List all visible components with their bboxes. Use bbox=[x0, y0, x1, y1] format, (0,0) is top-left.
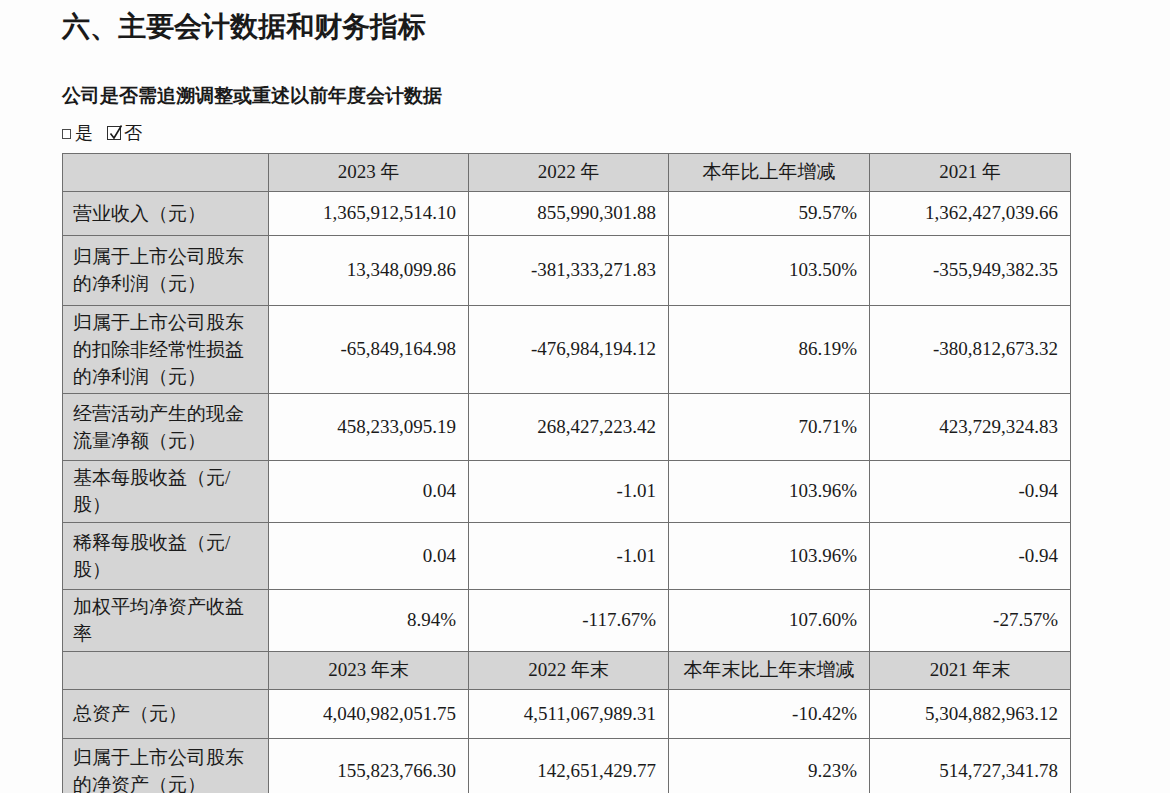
value-cell: 59.57% bbox=[669, 191, 870, 235]
value-cell: 4,511,067,989.31 bbox=[469, 689, 669, 738]
value-cell: 107.60% bbox=[669, 589, 870, 651]
value-cell: 268,427,223.42 bbox=[469, 393, 669, 460]
row-label: 归属于上市公司股东的扣除非经常性损益的净利润（元） bbox=[63, 305, 269, 393]
key-financials-table: 2023 年 2022 年 本年比上年增减 2021 年 营业收入（元） 1,3… bbox=[62, 153, 1071, 793]
corner-cell bbox=[63, 651, 269, 689]
value-cell: 8.94% bbox=[269, 589, 469, 651]
value-cell: -117.67% bbox=[469, 589, 669, 651]
corner-cell bbox=[63, 153, 269, 191]
value-cell: 1,362,427,039.66 bbox=[870, 191, 1071, 235]
col-header-2021-eoy: 2021 年末 bbox=[870, 651, 1071, 689]
row-label: 总资产（元） bbox=[63, 689, 269, 738]
table-row-total-assets: 总资产（元） 4,040,982,051.75 4,511,067,989.31… bbox=[63, 689, 1071, 738]
value-cell: 103.96% bbox=[669, 460, 870, 522]
col-header-eoy-change: 本年末比上年末增减 bbox=[669, 651, 870, 689]
table-row-revenue: 营业收入（元） 1,365,912,514.10 855,990,301.88 … bbox=[63, 191, 1071, 235]
value-cell: 70.71% bbox=[669, 393, 870, 460]
col-header-2023: 2023 年 bbox=[269, 153, 469, 191]
value-cell: -381,333,271.83 bbox=[469, 235, 669, 305]
table-row-operating-cash-flow: 经营活动产生的现金流量净额（元） 458,233,095.19 268,427,… bbox=[63, 393, 1071, 460]
option-yes: 是 bbox=[62, 123, 93, 143]
table-row-weighted-avg-roe: 加权平均净资产收益率 8.94% -117.67% 107.60% -27.57… bbox=[63, 589, 1071, 651]
table-row-diluted-eps: 稀释每股收益（元/股） 0.04 -1.01 103.96% -0.94 bbox=[63, 522, 1071, 589]
value-cell: -355,949,382.35 bbox=[870, 235, 1071, 305]
table-row-basic-eps: 基本每股收益（元/股） 0.04 -1.01 103.96% -0.94 bbox=[63, 460, 1071, 522]
col-header-2022: 2022 年 bbox=[469, 153, 669, 191]
option-yes-label: 是 bbox=[75, 123, 93, 143]
value-cell: 86.19% bbox=[669, 305, 870, 393]
value-cell: 423,729,324.83 bbox=[870, 393, 1071, 460]
row-label: 营业收入（元） bbox=[63, 191, 269, 235]
value-cell: -10.42% bbox=[669, 689, 870, 738]
value-cell: -476,984,194.12 bbox=[469, 305, 669, 393]
col-header-yoy-change: 本年比上年增减 bbox=[669, 153, 870, 191]
table-row-net-assets: 归属于上市公司股东的净资产（元） 155,823,766.30 142,651,… bbox=[63, 738, 1071, 793]
value-cell: 458,233,095.19 bbox=[269, 393, 469, 460]
value-cell: 155,823,766.30 bbox=[269, 738, 469, 793]
option-no: 否 bbox=[107, 123, 142, 143]
value-cell: 1,365,912,514.10 bbox=[269, 191, 469, 235]
value-cell: 855,990,301.88 bbox=[469, 191, 669, 235]
value-cell: 9.23% bbox=[669, 738, 870, 793]
table-row-net-profit: 归属于上市公司股东的净利润（元） 13,348,099.86 -381,333,… bbox=[63, 235, 1071, 305]
value-cell: 103.96% bbox=[669, 522, 870, 589]
row-label: 稀释每股收益（元/股） bbox=[63, 522, 269, 589]
col-header-2021: 2021 年 bbox=[870, 153, 1071, 191]
value-cell: 142,651,429.77 bbox=[469, 738, 669, 793]
value-cell: 103.50% bbox=[669, 235, 870, 305]
option-no-label: 否 bbox=[124, 123, 142, 143]
col-header-2023-eoy: 2023 年末 bbox=[269, 651, 469, 689]
row-label: 归属于上市公司股东的净资产（元） bbox=[63, 738, 269, 793]
value-cell: -0.94 bbox=[870, 522, 1071, 589]
value-cell: 5,304,882,963.12 bbox=[870, 689, 1071, 738]
value-cell: -65,849,164.98 bbox=[269, 305, 469, 393]
value-cell: -27.57% bbox=[870, 589, 1071, 651]
row-label: 基本每股收益（元/股） bbox=[63, 460, 269, 522]
row-label: 加权平均净资产收益率 bbox=[63, 589, 269, 651]
row-label: 归属于上市公司股东的净利润（元） bbox=[63, 235, 269, 305]
col-header-2022-eoy: 2022 年末 bbox=[469, 651, 669, 689]
restatement-question: 公司是否需追溯调整或重述以前年度会计数据 bbox=[62, 84, 1170, 107]
annual-header-row: 2023 年 2022 年 本年比上年增减 2021 年 bbox=[63, 153, 1071, 191]
report-page: 六、主要会计数据和财务指标 公司是否需追溯调整或重述以前年度会计数据 是 否 2… bbox=[0, 0, 1170, 793]
value-cell: 4,040,982,051.75 bbox=[269, 689, 469, 738]
eoy-header-row: 2023 年末 2022 年末 本年末比上年末增减 2021 年末 bbox=[63, 651, 1071, 689]
restatement-options: 是 否 bbox=[62, 123, 1170, 143]
table-row-net-profit-excl-nonrecurring: 归属于上市公司股东的扣除非经常性损益的净利润（元） -65,849,164.98… bbox=[63, 305, 1071, 393]
checkbox-checked-icon bbox=[107, 126, 121, 140]
value-cell: 514,727,341.78 bbox=[870, 738, 1071, 793]
section-title: 六、主要会计数据和财务指标 bbox=[62, 12, 1170, 43]
value-cell: -380,812,673.32 bbox=[870, 305, 1071, 393]
value-cell: 0.04 bbox=[269, 522, 469, 589]
value-cell: -1.01 bbox=[469, 522, 669, 589]
value-cell: 0.04 bbox=[269, 460, 469, 522]
checkbox-unchecked-icon bbox=[62, 129, 71, 139]
value-cell: -0.94 bbox=[870, 460, 1071, 522]
row-label: 经营活动产生的现金流量净额（元） bbox=[63, 393, 269, 460]
value-cell: -1.01 bbox=[469, 460, 669, 522]
value-cell: 13,348,099.86 bbox=[269, 235, 469, 305]
